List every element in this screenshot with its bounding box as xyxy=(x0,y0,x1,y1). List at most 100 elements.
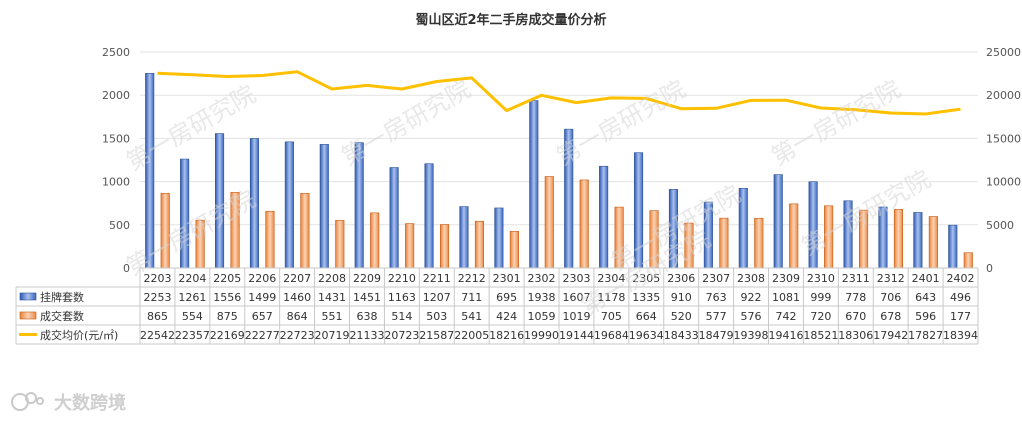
bar-deals-2308 xyxy=(754,217,764,269)
table-cell-value: 551 xyxy=(322,310,343,323)
table-cell-value: 695 xyxy=(496,291,517,304)
bar-deals-2210 xyxy=(405,223,415,269)
category-label: 2208 xyxy=(318,272,346,285)
left-axis-tick-label: 1500 xyxy=(102,132,130,145)
watermark-text: 第一房研究院 xyxy=(552,75,691,171)
bar-listing-2309 xyxy=(773,174,783,269)
bar-listing-2401 xyxy=(913,212,923,269)
table-cell-value: 18306 xyxy=(838,329,873,342)
table-cell-value: 596 xyxy=(915,310,936,323)
table-cell-value: 1178 xyxy=(597,291,625,304)
table-cell-value: 1081 xyxy=(772,291,800,304)
table-cell-value: 18521 xyxy=(803,329,838,342)
table-cell-value: 22005 xyxy=(454,329,489,342)
category-label: 2309 xyxy=(772,272,800,285)
table-cell-value: 678 xyxy=(880,310,901,323)
table-cell-value: 177 xyxy=(950,310,971,323)
bar-listing-2302 xyxy=(529,100,539,269)
bar-deals-2209 xyxy=(370,212,380,269)
table-cell-value: 720 xyxy=(810,310,831,323)
table-cell-value: 1059 xyxy=(528,310,556,323)
table-cell-value: 520 xyxy=(671,310,692,323)
table-cell-value: 19990 xyxy=(524,329,559,342)
table-cell-value: 1261 xyxy=(178,291,206,304)
table-cell-value: 778 xyxy=(845,291,866,304)
watermark-text: 第一房研究院 xyxy=(767,75,906,171)
table-cell-value: 643 xyxy=(915,291,936,304)
legend-key-deals xyxy=(19,311,37,320)
table-cell-value: 670 xyxy=(845,310,866,323)
right-axis-tick-label: 0 xyxy=(986,262,993,275)
table-cell-value: 664 xyxy=(636,310,657,323)
table-cell-value: 19398 xyxy=(734,329,769,342)
category-label: 2312 xyxy=(877,272,905,285)
category-label: 2302 xyxy=(528,272,556,285)
table-cell-value: 18216 xyxy=(489,329,524,342)
table-cell-value: 657 xyxy=(252,310,273,323)
bar-deals-2211 xyxy=(439,224,450,269)
bar-deals-2301 xyxy=(509,231,519,269)
bar-deals-2207 xyxy=(300,193,310,269)
bar-deals-2302 xyxy=(544,176,554,269)
right-axis-tick-label: 15000 xyxy=(986,132,1021,145)
bar-deals-2206 xyxy=(265,210,275,269)
table-cell-value: 22357 xyxy=(175,329,210,342)
category-label: 2207 xyxy=(283,272,311,285)
legend-label: 成交均价(元/㎡) xyxy=(40,328,118,342)
bar-listing-2211 xyxy=(424,163,434,269)
table-cell-value: 19416 xyxy=(768,329,803,342)
brand-logo: 大数跨境 xyxy=(11,392,126,414)
right-axis-tick-label: 20000 xyxy=(986,89,1021,102)
category-label: 2206 xyxy=(248,272,276,285)
bar-listing-2207 xyxy=(284,141,294,269)
table-cell-value: 875 xyxy=(217,310,238,323)
category-label: 2204 xyxy=(178,272,206,285)
table-cell-value: 1556 xyxy=(213,291,241,304)
table-cell-value: 19684 xyxy=(594,329,629,342)
table-cell-value: 1335 xyxy=(632,291,660,304)
table-cell-value: 1499 xyxy=(248,291,276,304)
table-cell-value: 22542 xyxy=(140,329,175,342)
table-cell-value: 1431 xyxy=(318,291,346,304)
watermark-text: 第一房研究院 xyxy=(122,80,261,176)
table-cell-value: 22277 xyxy=(245,329,280,342)
table-cell-value: 2253 xyxy=(143,291,171,304)
table-cell-value: 763 xyxy=(706,291,727,304)
table-cell-value: 22723 xyxy=(280,329,315,342)
table-cell-value: 706 xyxy=(880,291,901,304)
category-label: 2401 xyxy=(912,272,940,285)
table-cell-value: 1451 xyxy=(353,291,381,304)
table-cell-value: 20719 xyxy=(315,329,350,342)
table-cell-value: 910 xyxy=(671,291,692,304)
right-axis-tick-label: 25000 xyxy=(986,46,1021,59)
table-cell-value: 922 xyxy=(741,291,762,304)
table-cell-value: 1019 xyxy=(562,310,590,323)
table-cell-value: 20723 xyxy=(384,329,419,342)
table-cell-value: 577 xyxy=(706,310,727,323)
category-label: 2304 xyxy=(597,272,625,285)
category-label: 2311 xyxy=(842,272,870,285)
bar-listing-2208 xyxy=(319,144,329,269)
bar-deals-2212 xyxy=(474,220,485,269)
table-cell-value: 17827 xyxy=(908,329,943,342)
table-cell-value: 424 xyxy=(496,310,517,323)
table-cell-value: 18394 xyxy=(943,329,978,342)
bar-deals-2401 xyxy=(928,216,938,269)
bar-deals-2402 xyxy=(963,252,973,269)
table-cell-value: 1460 xyxy=(283,291,311,304)
table-cell-value: 17942 xyxy=(873,329,908,342)
line-avg-price xyxy=(157,70,961,116)
bar-deals-2307 xyxy=(719,217,729,269)
bar-deals-2303 xyxy=(579,179,589,269)
table-cell-value: 1207 xyxy=(423,291,451,304)
table-cell-value: 711 xyxy=(461,291,482,304)
table-cell-value: 576 xyxy=(741,310,762,323)
table-cell-value: 1938 xyxy=(528,291,556,304)
category-label: 2303 xyxy=(562,272,590,285)
right-axis-tick-label: 10000 xyxy=(986,176,1021,189)
bar-listing-2301 xyxy=(494,207,504,269)
legend-label: 挂牌套数 xyxy=(40,290,84,304)
table-cell-value: 22169 xyxy=(210,329,245,342)
table-cell-value: 1163 xyxy=(388,291,416,304)
chart-title: 蜀山区近2年二手房成交量价分析 xyxy=(415,12,606,28)
